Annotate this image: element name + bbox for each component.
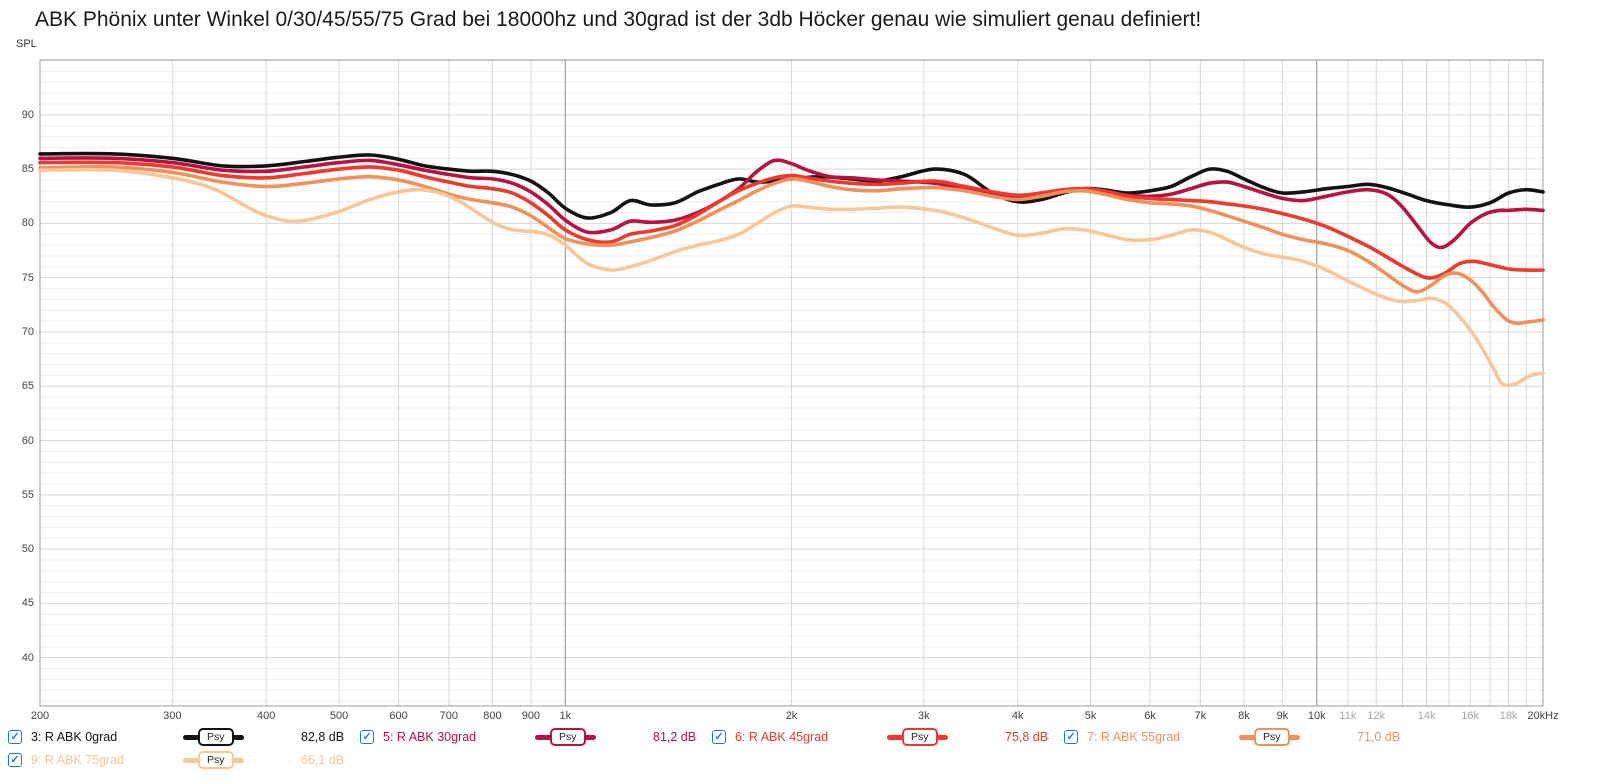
series-visibility-checkbox[interactable]: ✓	[8, 753, 22, 767]
x-tick-label: 14k	[1417, 710, 1436, 722]
x-tick-label: 7k	[1194, 710, 1207, 722]
psy-marker-badge: Psy	[1254, 728, 1290, 746]
y-tick-label: 85	[21, 163, 34, 176]
psy-marker-badge: Psy	[198, 751, 234, 769]
series-label[interactable]: 6: R ABK 45grad	[735, 730, 829, 744]
marker-line-right	[1286, 734, 1300, 740]
chart-title: ABK Phönix unter Winkel 0/30/45/55/75 Gr…	[35, 8, 1202, 31]
series-marker: Psy	[1239, 728, 1343, 746]
x-tick-label: 300	[163, 710, 182, 722]
series-level-value: 81,2 dB	[653, 730, 697, 744]
x-tick-label: 800	[483, 710, 502, 722]
series-visibility-checkbox[interactable]: ✓	[360, 730, 374, 744]
y-tick-label: 80	[21, 217, 34, 230]
x-tick-label: 18k	[1499, 710, 1518, 722]
series-level-value: 82,8 dB	[301, 730, 345, 744]
plot-border	[39, 59, 1544, 707]
legend-item: ✓ 9: R ABK 75grad Psy 66,1 dB	[8, 750, 391, 770]
marker-line-right	[230, 757, 244, 763]
marker-line-right	[582, 734, 596, 740]
x-tick-label: 200	[30, 710, 50, 722]
y-tick-label: 40	[21, 651, 34, 664]
y-tick-label: 75	[21, 271, 34, 284]
psy-marker-badge: Psy	[550, 728, 586, 746]
series-marker: Psy	[183, 751, 287, 769]
x-tick-label: 3k	[918, 710, 930, 722]
x-tick-label: 2k	[785, 710, 798, 722]
curve-6-r-abk-45grad	[38, 160, 1545, 280]
legend-item: ✓ 3: R ABK 0grad Psy 82,8 dB	[8, 727, 391, 747]
y-tick-label: 45	[21, 597, 34, 610]
marker-line-left	[887, 734, 905, 740]
series-level-value: 66,1 dB	[301, 753, 345, 767]
y-tick-label: 65	[21, 380, 34, 393]
x-tick-label: 10k	[1307, 710, 1326, 722]
legend-item: ✓ 7: R ABK 55grad Psy 71,0 dB	[1064, 727, 1447, 747]
marker-line-left	[183, 757, 201, 763]
marker-line-left	[535, 734, 553, 740]
x-tick-label: 16k	[1461, 710, 1480, 722]
legend-item: ✓ 6: R ABK 45grad Psy 75,8 dB	[712, 727, 1095, 747]
x-tick-label: 20kHz	[1527, 710, 1559, 722]
x-tick-label: 1k	[559, 710, 572, 722]
y-tick-label: 70	[21, 325, 34, 338]
x-tick-label: 400	[257, 710, 276, 722]
curve-7-r-abk-55grad	[38, 164, 1545, 326]
x-tick-label: 5k	[1084, 710, 1097, 722]
series-label[interactable]: 9: R ABK 75grad	[31, 753, 125, 767]
legend-item: ✓ 5: R ABK 30grad Psy 81,2 dB	[360, 727, 743, 747]
psy-marker-badge: Psy	[198, 728, 234, 746]
x-tick-label: 500	[329, 710, 349, 722]
psy-marker-badge: Psy	[902, 728, 938, 746]
y-tick-label: 50	[21, 543, 34, 556]
series-visibility-checkbox[interactable]: ✓	[8, 730, 22, 744]
series-label[interactable]: 5: R ABK 30grad	[383, 730, 477, 744]
y-axis-unit-label: SPL	[16, 38, 37, 50]
marker-line-left	[1239, 734, 1257, 740]
x-tick-label: 900	[521, 710, 541, 722]
y-tick-label: 90	[21, 108, 34, 121]
series-marker: Psy	[887, 728, 991, 746]
marker-line-right	[934, 734, 948, 740]
curve-9-r-abk-75grad	[38, 167, 1545, 388]
series-level-value: 71,0 dB	[1357, 730, 1401, 744]
series-visibility-checkbox[interactable]: ✓	[712, 730, 726, 744]
x-tick-label: 6k	[1144, 710, 1156, 722]
series-visibility-checkbox[interactable]: ✓	[1064, 730, 1078, 744]
series-marker: Psy	[183, 728, 287, 746]
x-tick-label: 4k	[1011, 710, 1024, 722]
marker-line-right	[230, 734, 244, 740]
x-tick-label: 8k	[1238, 710, 1250, 722]
series-marker: Psy	[535, 728, 639, 746]
y-tick-label: 55	[21, 488, 34, 501]
series-label[interactable]: 7: R ABK 55grad	[1087, 730, 1181, 744]
x-tick-label: 11k	[1339, 710, 1357, 722]
series-label[interactable]: 3: R ABK 0grad	[31, 730, 118, 744]
series-level-value: 75,8 dB	[1005, 730, 1049, 744]
x-tick-label: 600	[389, 710, 408, 722]
x-tick-label: 700	[439, 710, 459, 722]
y-tick-label: 60	[21, 434, 34, 447]
x-tick-label: 12k	[1367, 710, 1386, 722]
x-tick-label: 9k	[1276, 710, 1289, 722]
marker-line-left	[183, 734, 201, 740]
